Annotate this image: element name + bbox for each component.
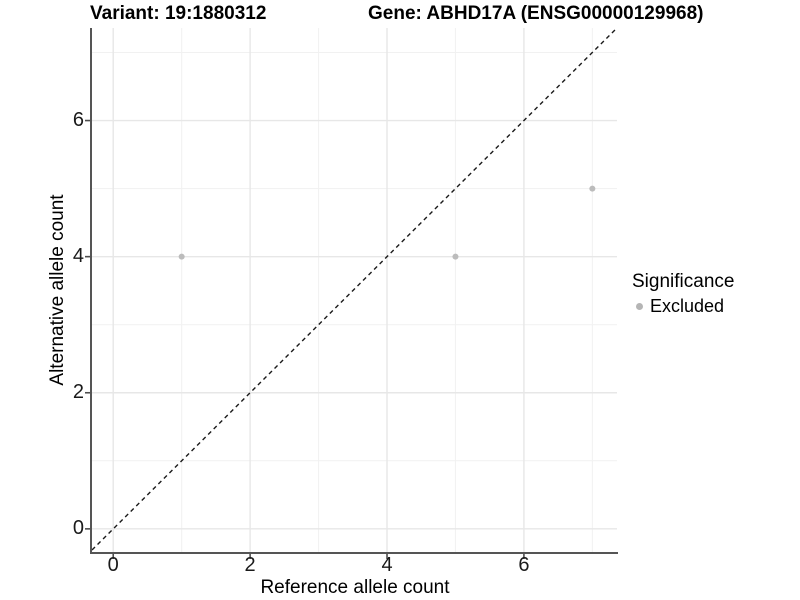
data-point xyxy=(178,253,185,260)
y-tick-label: 0 xyxy=(72,517,84,540)
legend-item-label: Excluded xyxy=(650,296,725,316)
y-tick-label: 6 xyxy=(72,109,84,132)
legend-item: Excluded xyxy=(636,296,734,317)
legend-items: Excluded xyxy=(632,296,734,317)
plot-title-variant: Variant: 19:1880312 xyxy=(90,3,267,24)
data-point xyxy=(589,185,596,192)
identity-line xyxy=(91,27,618,551)
x-axis-title: Reference allele count xyxy=(260,577,450,598)
legend-key-dot-icon xyxy=(636,303,643,310)
x-tick-label: 4 xyxy=(381,554,393,576)
y-tick-label: 4 xyxy=(72,245,84,268)
x-tick-label: 0 xyxy=(107,554,119,576)
legend-title: Significance xyxy=(632,271,735,292)
y-axis-title: Alternative allele count xyxy=(47,194,68,386)
plot-title-gene: Gene: ABHD17A (ENSG00000129968) xyxy=(368,3,704,24)
y-tick-label: 2 xyxy=(72,381,84,404)
x-tick-label: 2 xyxy=(244,554,256,576)
x-tick-label: 6 xyxy=(518,554,530,576)
data-point xyxy=(452,253,459,260)
legend: Significance Excluded xyxy=(632,270,734,317)
